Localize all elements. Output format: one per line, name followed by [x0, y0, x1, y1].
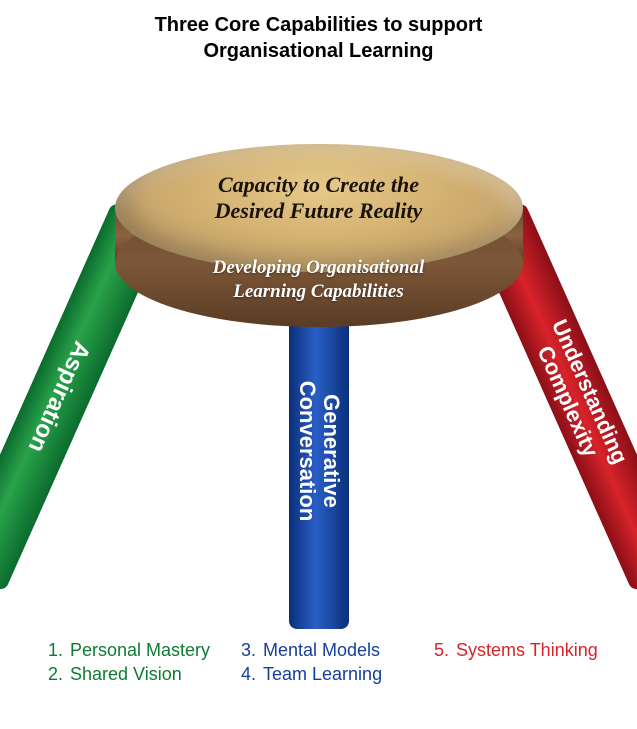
page-title: Three Core Capabilities to support Organ… [0, 0, 637, 64]
leg-label-generative: Generative Conversation [294, 380, 342, 521]
title-line-2: Organisational Learning [203, 40, 433, 62]
footer-col-systems: 5. Systems Thinking [434, 638, 599, 687]
stool-diagram: Aspiration Understanding Complexity Gene… [0, 64, 637, 624]
stool-seat: Capacity to Create the Desired Future Re… [115, 144, 523, 272]
list-item: 4. Team Learning [241, 662, 411, 686]
seat-title: Capacity to Create the Desired Future Re… [115, 172, 523, 225]
list-item: 2. Shared Vision [48, 662, 218, 686]
list-item: 3. Mental Models [241, 638, 411, 662]
title-line-1: Three Core Capabilities to support [155, 14, 483, 36]
seat-subtitle: Developing Organisational Learning Capab… [115, 256, 523, 304]
footer-col-generative: 3. Mental Models 4. Team Learning [241, 638, 411, 687]
list-item: 1. Personal Mastery [48, 638, 218, 662]
footer-lists: 1. Personal Mastery 2. Shared Vision 3. … [0, 638, 637, 687]
leg-label-understanding: Understanding Complexity [525, 316, 632, 477]
footer-col-aspiration: 1. Personal Mastery 2. Shared Vision [48, 638, 218, 687]
list-item: 5. Systems Thinking [434, 638, 599, 662]
